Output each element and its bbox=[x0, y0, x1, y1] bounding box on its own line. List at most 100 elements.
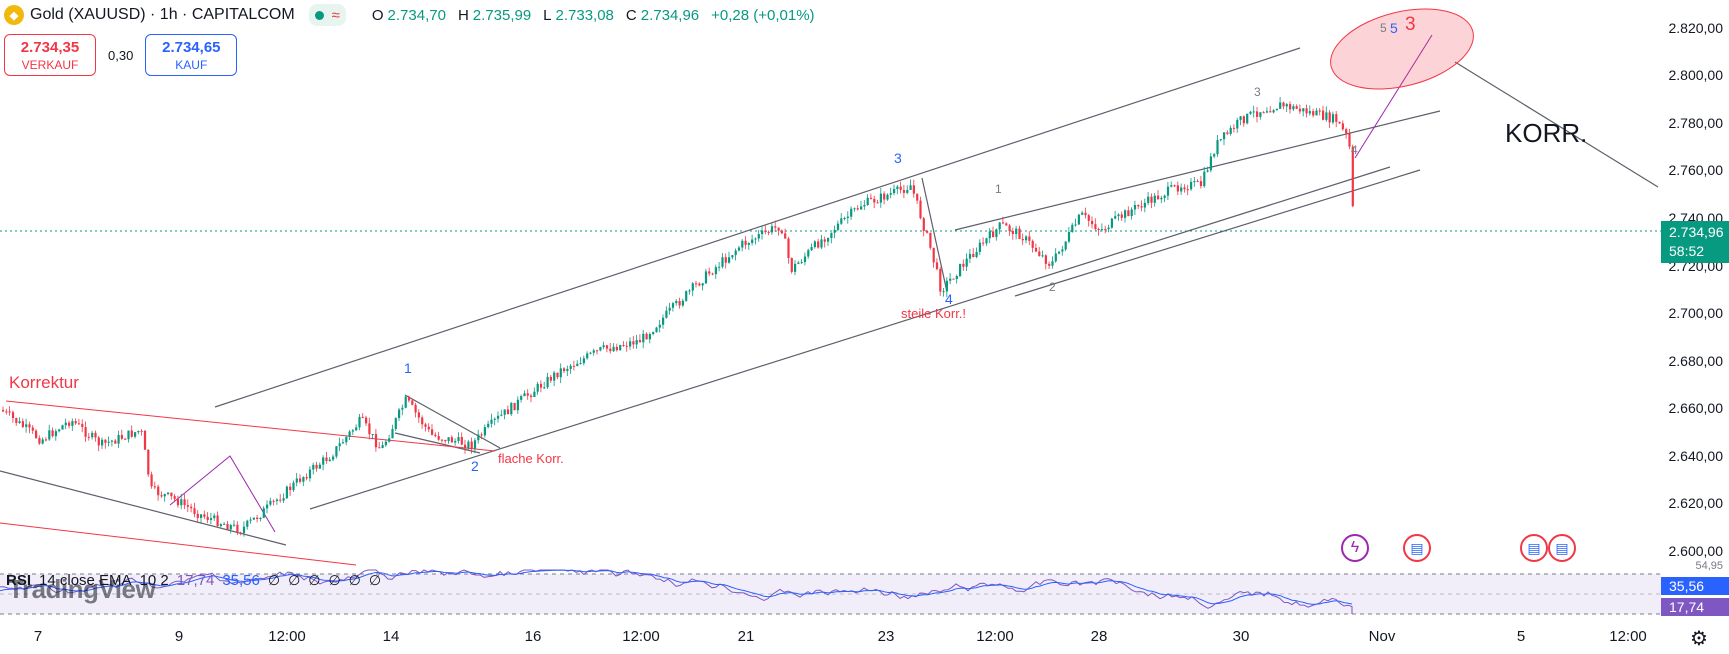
subwave-label-2[interactable]: 2 bbox=[1049, 280, 1056, 294]
candle-body bbox=[1166, 186, 1170, 196]
candle-body bbox=[1328, 112, 1331, 123]
price-axis-label: 2.820,00 bbox=[1668, 20, 1724, 36]
candle-body bbox=[127, 430, 130, 440]
candle-body bbox=[1295, 106, 1298, 109]
purple-projections[interactable] bbox=[169, 34, 1433, 533]
candle-body bbox=[836, 223, 840, 230]
candle-body bbox=[912, 185, 915, 194]
subwave-label-5[interactable]: 5 bbox=[1380, 21, 1387, 35]
candle-body bbox=[830, 232, 833, 239]
wave-label-4[interactable]: 4 bbox=[945, 291, 953, 307]
annotation-korr[interactable]: KORR. bbox=[1505, 118, 1588, 148]
wave-label-3-red[interactable]: 3 bbox=[1405, 14, 1416, 35]
time-axis[interactable]: 7 9 12:00 14 16 12:00 21 23 12:00 28 30 … bbox=[0, 620, 1729, 654]
candle-body bbox=[87, 436, 90, 438]
candle-body bbox=[569, 365, 572, 369]
candle-body bbox=[497, 415, 500, 419]
candle-body bbox=[1107, 227, 1110, 230]
candle-body bbox=[790, 258, 793, 272]
candle-body bbox=[794, 263, 797, 272]
candle-body bbox=[401, 407, 404, 410]
candle-body bbox=[200, 514, 203, 518]
candle-body bbox=[678, 300, 681, 306]
candle-body bbox=[770, 226, 774, 233]
rsi-source: 14 close EMA bbox=[39, 572, 132, 589]
candle-body bbox=[1028, 236, 1031, 241]
subwave-label-3[interactable]: 3 bbox=[1254, 85, 1261, 99]
candle-body bbox=[840, 218, 843, 224]
candle-body bbox=[91, 432, 94, 438]
candle-body bbox=[1173, 185, 1176, 187]
candle-body bbox=[691, 283, 694, 291]
sell-button[interactable]: 2.734,35 VERKAUF bbox=[4, 34, 96, 76]
lightning-icon[interactable]: ϟ bbox=[1341, 534, 1369, 562]
candle-body bbox=[1061, 249, 1064, 252]
candle-body bbox=[896, 186, 899, 190]
us-flag-icon[interactable]: ▤ bbox=[1403, 534, 1431, 562]
candle-body bbox=[457, 437, 460, 441]
candle-body bbox=[1084, 212, 1087, 216]
price-axis[interactable]: 2.820,00 2.800,00 2.780,00 2.760,00 2.74… bbox=[1661, 0, 1729, 620]
candle-body bbox=[827, 238, 830, 242]
candle-body bbox=[292, 482, 295, 491]
candle-body bbox=[384, 441, 387, 446]
candle-body bbox=[1279, 102, 1282, 109]
rsi-value-tag: 35,56 bbox=[1661, 577, 1729, 595]
candle-body bbox=[546, 376, 549, 388]
candle-body bbox=[1097, 229, 1100, 231]
settings-gear-icon[interactable]: ⚙ bbox=[1690, 628, 1708, 650]
red-channel[interactable] bbox=[0, 400, 496, 566]
annotation-steile-korr[interactable]: steile Korr.! bbox=[901, 306, 967, 321]
wave-label-3[interactable]: 3 bbox=[894, 150, 902, 166]
wave-label-1[interactable]: 1 bbox=[404, 360, 412, 376]
price-axis-label: 2.680,00 bbox=[1668, 353, 1724, 369]
us-flag-icon[interactable]: ▤ bbox=[1548, 534, 1576, 562]
candle-body bbox=[1034, 247, 1038, 252]
candle-body bbox=[975, 251, 978, 257]
candle-body bbox=[988, 231, 991, 239]
candle-body bbox=[467, 441, 470, 449]
candle-body bbox=[982, 242, 985, 244]
buy-button[interactable]: 2.734,65 KAUF bbox=[145, 34, 238, 76]
wave-label-5[interactable]: 5 bbox=[1390, 20, 1398, 36]
trend-lines[interactable] bbox=[0, 47, 1659, 546]
candle-body bbox=[711, 273, 714, 275]
candle-body bbox=[272, 500, 275, 502]
candle-body bbox=[325, 457, 328, 462]
target-zone-ellipse[interactable] bbox=[1322, 0, 1482, 103]
candle-body bbox=[18, 421, 21, 423]
candle-body bbox=[44, 439, 48, 441]
subwave-label-1[interactable]: 1 bbox=[995, 182, 1002, 196]
us-flag-icon[interactable]: ▤ bbox=[1520, 534, 1548, 562]
candle-body bbox=[846, 216, 849, 218]
candle-body bbox=[58, 429, 61, 432]
market-status[interactable]: ≈ bbox=[308, 4, 346, 26]
ohlc-values: O 2.734,70 H 2.735,99 L 2.733,08 C 2.734,96 … bbox=[371, 6, 815, 24]
candle-body bbox=[1163, 195, 1166, 198]
candle-body bbox=[1038, 251, 1041, 256]
candle-body bbox=[84, 427, 87, 437]
candle-body bbox=[38, 437, 41, 444]
candle-body bbox=[1256, 111, 1259, 117]
candle-body bbox=[998, 222, 1001, 230]
candle-body bbox=[312, 464, 315, 470]
candle-body bbox=[124, 438, 127, 440]
subwave-label-4[interactable]: 4 bbox=[1351, 143, 1358, 157]
candle-body bbox=[787, 238, 790, 259]
candle-body bbox=[371, 434, 374, 436]
candle-body bbox=[480, 434, 483, 436]
annotation-korrektur[interactable]: Korrektur bbox=[9, 373, 79, 392]
candle-body bbox=[685, 291, 688, 301]
candle-body bbox=[1236, 119, 1239, 129]
candle-body bbox=[520, 396, 523, 400]
candle-body bbox=[510, 403, 513, 415]
annotation-flache-korr[interactable]: flache Korr. bbox=[498, 451, 564, 466]
rsi-legend[interactable]: RSI 14 close EMA 10 2 17,74 35,56 ∅ ∅ ∅ … bbox=[6, 572, 381, 589]
candle-body bbox=[348, 431, 351, 437]
symbol-title[interactable]: Gold (XAUUSD) · 1h · CAPITALCOM bbox=[30, 6, 295, 23]
spread-value: 0,30 bbox=[108, 47, 134, 63]
candle-body bbox=[889, 193, 892, 195]
candle-body bbox=[820, 239, 823, 248]
wave-label-2[interactable]: 2 bbox=[471, 458, 479, 474]
